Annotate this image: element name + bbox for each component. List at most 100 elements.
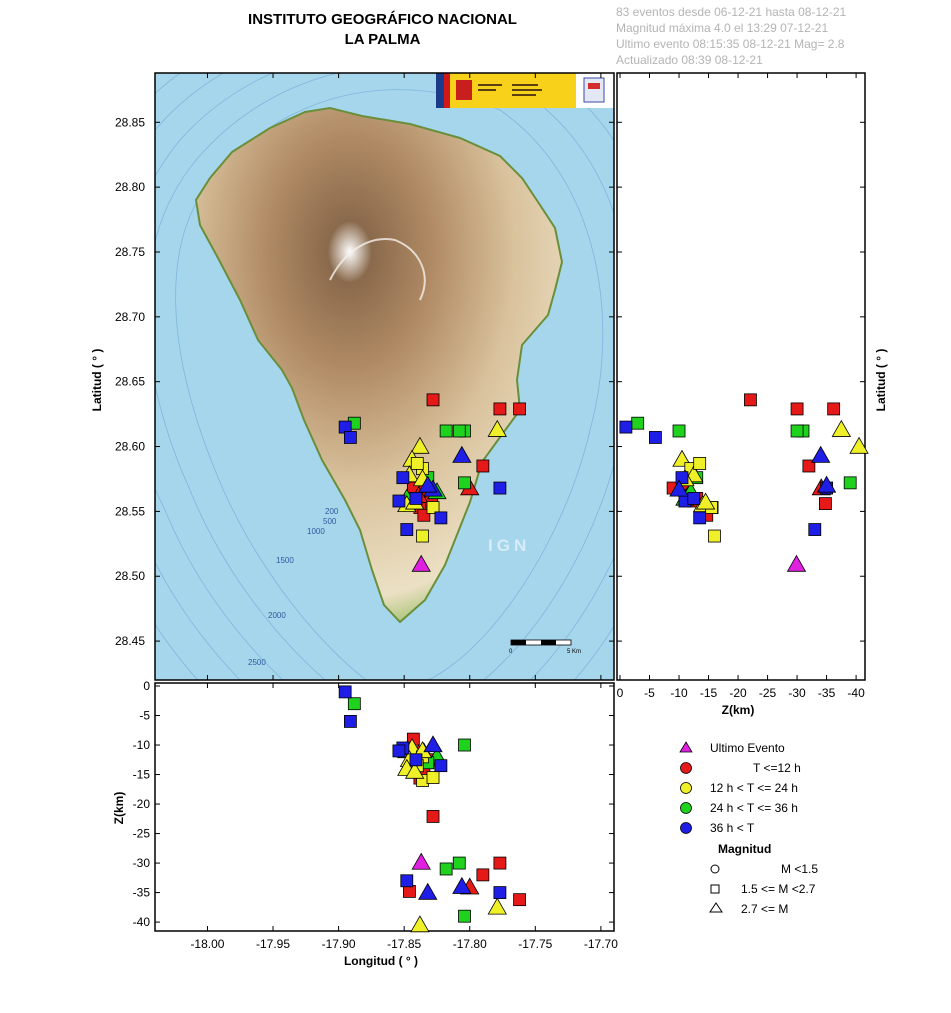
map-event-marker: [476, 459, 490, 473]
depth-latitude-event-marker: [631, 416, 645, 430]
info-line-updated: Actualizado 08:39 08-12-21: [616, 53, 763, 67]
depth-longitude-ticks: -18.00 -17.95 -17.90 -17.85 -17.80 -17.75 -17.…: [133, 679, 619, 951]
legend-marker-t36: [680, 802, 692, 814]
depth-tick-label: -15: [133, 768, 151, 782]
depth-tick-label: -5: [139, 709, 150, 723]
depth-longitude-event-marker: [439, 862, 453, 876]
lon-tick-label: -17.70: [584, 937, 618, 951]
legend: Ultimo Evento T <=12 h 12 h < T <= 24 h …: [679, 741, 818, 916]
depth-latitude-event-marker: [816, 475, 837, 493]
depth-latitude-event-marker: [802, 459, 816, 473]
info-line-events: 83 eventos desde 06-12-21 hasta 08-12-21: [616, 5, 847, 19]
depth-latitude-y-axis-label: Latitud ( ° ): [874, 349, 888, 412]
map-events: [338, 393, 526, 572]
depth-longitude-event-marker: [513, 893, 526, 907]
legend-label-mag-large: 2.7 <= M: [741, 902, 788, 916]
lon-tick-label: -17.75: [518, 937, 552, 951]
lon-tick-label: -17.85: [387, 937, 421, 951]
depth-longitude-event-marker: [409, 753, 423, 767]
depth-latitude-event-marker: [744, 393, 757, 407]
depth-tick-label: -15: [700, 686, 718, 700]
map-panel: 200 500 1000 1500 2000 2500 IGN 0 5 Km: [115, 72, 615, 681]
depth-tick-label: -35: [818, 686, 836, 700]
depth-longitude-event-marker: [458, 738, 471, 752]
map-event-marker: [410, 436, 430, 454]
depth-tick-label: -20: [729, 686, 747, 700]
depth-tick-label: -40: [133, 915, 151, 929]
legend-marker-t12: [680, 762, 692, 774]
scale-label-start: 0: [509, 649, 513, 655]
map-event-marker: [439, 424, 453, 438]
scale-label-end: 5 Km: [567, 649, 581, 655]
depth-latitude-event-marker: [827, 402, 841, 416]
chart-title: INSTITUTO GEOGRÁFICO NACIONAL: [248, 11, 517, 28]
depth-longitude-event-marker: [410, 915, 430, 933]
map-event-marker: [410, 456, 424, 470]
depth-longitude-event-marker: [344, 715, 357, 728]
depth-longitude-event-marker: [338, 685, 352, 699]
lat-tick-label: 28.75: [115, 245, 145, 259]
depth-longitude-event-marker: [426, 810, 440, 823]
depth-longitude-event-marker: [458, 909, 471, 923]
lon-tick-label: -17.80: [453, 937, 487, 951]
depth-latitude-event-marker: [786, 554, 807, 572]
depth-longitude-event-marker: [476, 868, 490, 882]
bathymetry-label-2500: 2500: [248, 658, 266, 667]
lon-tick-label: -17.95: [256, 937, 290, 951]
map-event-marker: [416, 529, 429, 543]
legend-label-t24: 12 h < T <= 24 h: [710, 781, 798, 795]
map-event-marker: [426, 393, 440, 407]
depth-longitude-event-marker: [426, 771, 440, 784]
depth-latitude-event-marker: [708, 529, 721, 543]
depth-longitude-event-marker: [452, 856, 466, 870]
map-event-marker: [396, 471, 410, 485]
depth-tick-label: -20: [133, 797, 151, 811]
legend-marker-mag-large: [709, 902, 723, 913]
depth-tick-label: -10: [133, 738, 151, 752]
depth-latitude-frame: [616, 72, 866, 681]
longitude-axis-label: Longitud ( ° ): [344, 954, 418, 968]
map-event-marker: [493, 481, 507, 495]
map-event-marker: [513, 402, 526, 416]
info-line-max-magnitude: Magnitud máxima 4.0 el 13:29 07-12-21: [616, 21, 829, 35]
map-event-marker: [434, 511, 448, 525]
legend-label-mag-small: M <1.5: [781, 862, 818, 876]
map-frame: [154, 72, 615, 681]
legend-marker-mag-medium: [710, 884, 720, 894]
depth-tick-label: -40: [847, 686, 865, 700]
depth-latitude-event-marker: [695, 492, 716, 510]
legend-marker-t24: [680, 782, 692, 794]
depth-tick-label: -5: [644, 686, 655, 700]
depth-latitude-event-marker: [669, 479, 689, 497]
depth-latitude-event-marker: [790, 402, 804, 416]
lat-tick-label: 28.60: [115, 440, 145, 454]
depth-latitude-events: [619, 393, 869, 572]
bathymetry-label-2000: 2000: [268, 611, 286, 620]
map-y-axis-label: Latitud ( ° ): [90, 349, 104, 412]
depth-longitude-event-marker: [493, 886, 507, 899]
legend-marker-last-event: [679, 741, 693, 753]
legend-label-t-older: 36 h < T: [710, 821, 755, 835]
depth-longitude-event-marker: [493, 856, 507, 870]
legend-label-t36: 24 h < T <= 36 h: [710, 801, 798, 815]
depth-longitude-event-marker: [347, 697, 361, 711]
legend-label-t12: T <=12 h: [753, 761, 801, 775]
map-event-marker: [452, 445, 472, 463]
bathymetry-label-200: 200: [325, 507, 339, 516]
depth-tick-label: 0: [143, 679, 150, 693]
depth-latitude-event-marker: [790, 424, 804, 438]
map-event-marker: [411, 554, 431, 572]
lat-tick-label: 28.80: [115, 180, 145, 194]
depth-tick-label: 0: [617, 686, 624, 700]
lat-tick-label: 28.85: [115, 115, 145, 129]
legend-marker-mag-small: [710, 864, 720, 874]
map-event-marker: [458, 476, 471, 490]
depth-longitude-event-marker: [411, 852, 431, 870]
depth-tick-label: -10: [670, 686, 688, 700]
depth-longitude-event-marker: [423, 735, 443, 753]
caldera-ridge: [329, 238, 426, 301]
depth-tick-label: -25: [133, 827, 151, 841]
depth-longitude-event-marker: [400, 874, 414, 888]
legend-label-mag-medium: 1.5 <= M <2.7: [741, 882, 816, 896]
